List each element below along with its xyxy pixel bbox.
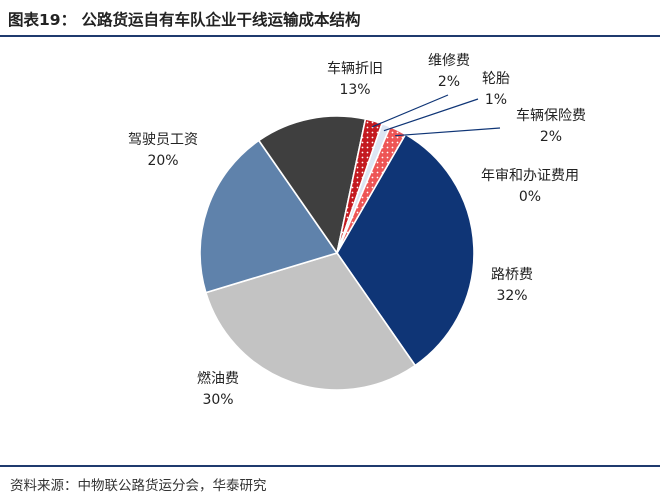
pie-slice bbox=[257, 115, 367, 255]
slice-name-label: 燃油费 bbox=[197, 370, 239, 387]
slice-labels: 路桥费 32% 燃油费 30% 驾驶员工资 20% 车辆折旧 13% 维修费 2% 轮胎 1% 车辆保险… bbox=[128, 53, 586, 408]
slice-name-label: 路桥费 bbox=[491, 267, 533, 283]
leader-line bbox=[395, 127, 501, 137]
leader-line bbox=[371, 94, 449, 128]
pie-slices bbox=[199, 115, 475, 391]
slice-name-label: 驾驶员工资 bbox=[128, 132, 198, 148]
slice-name-label: 车辆保险费 bbox=[516, 107, 586, 124]
title-divider bbox=[0, 35, 660, 37]
source-note: 资料来源：中物联公路货运分会，华泰研究 bbox=[10, 478, 267, 494]
pie-slice bbox=[199, 139, 339, 294]
pie-slice bbox=[204, 252, 417, 391]
leader-lines bbox=[371, 94, 501, 137]
pie-slice bbox=[336, 133, 475, 367]
slice-value-label: 0% bbox=[519, 189, 541, 205]
slice-value-label: 2% bbox=[540, 129, 562, 145]
figure-title: 图表19： 公路货运自有车队企业干线运输成本结构 bbox=[8, 11, 361, 29]
slice-name-label: 年审和办证费用 bbox=[481, 168, 579, 184]
slice-value-label: 1% bbox=[485, 92, 507, 108]
slice-value-label: 20% bbox=[147, 153, 178, 169]
slice-value-label: 13% bbox=[339, 82, 370, 98]
footer-divider bbox=[0, 465, 660, 467]
slice-value-label: 2% bbox=[438, 74, 460, 90]
slice-name-label: 车辆折旧 bbox=[327, 60, 383, 77]
slice-name-label: 维修费 bbox=[428, 53, 470, 69]
leader-line bbox=[383, 98, 479, 132]
slice-value-label: 30% bbox=[202, 392, 233, 408]
slice-name-label: 轮胎 bbox=[482, 71, 510, 87]
slice-value-label: 32% bbox=[496, 288, 527, 304]
